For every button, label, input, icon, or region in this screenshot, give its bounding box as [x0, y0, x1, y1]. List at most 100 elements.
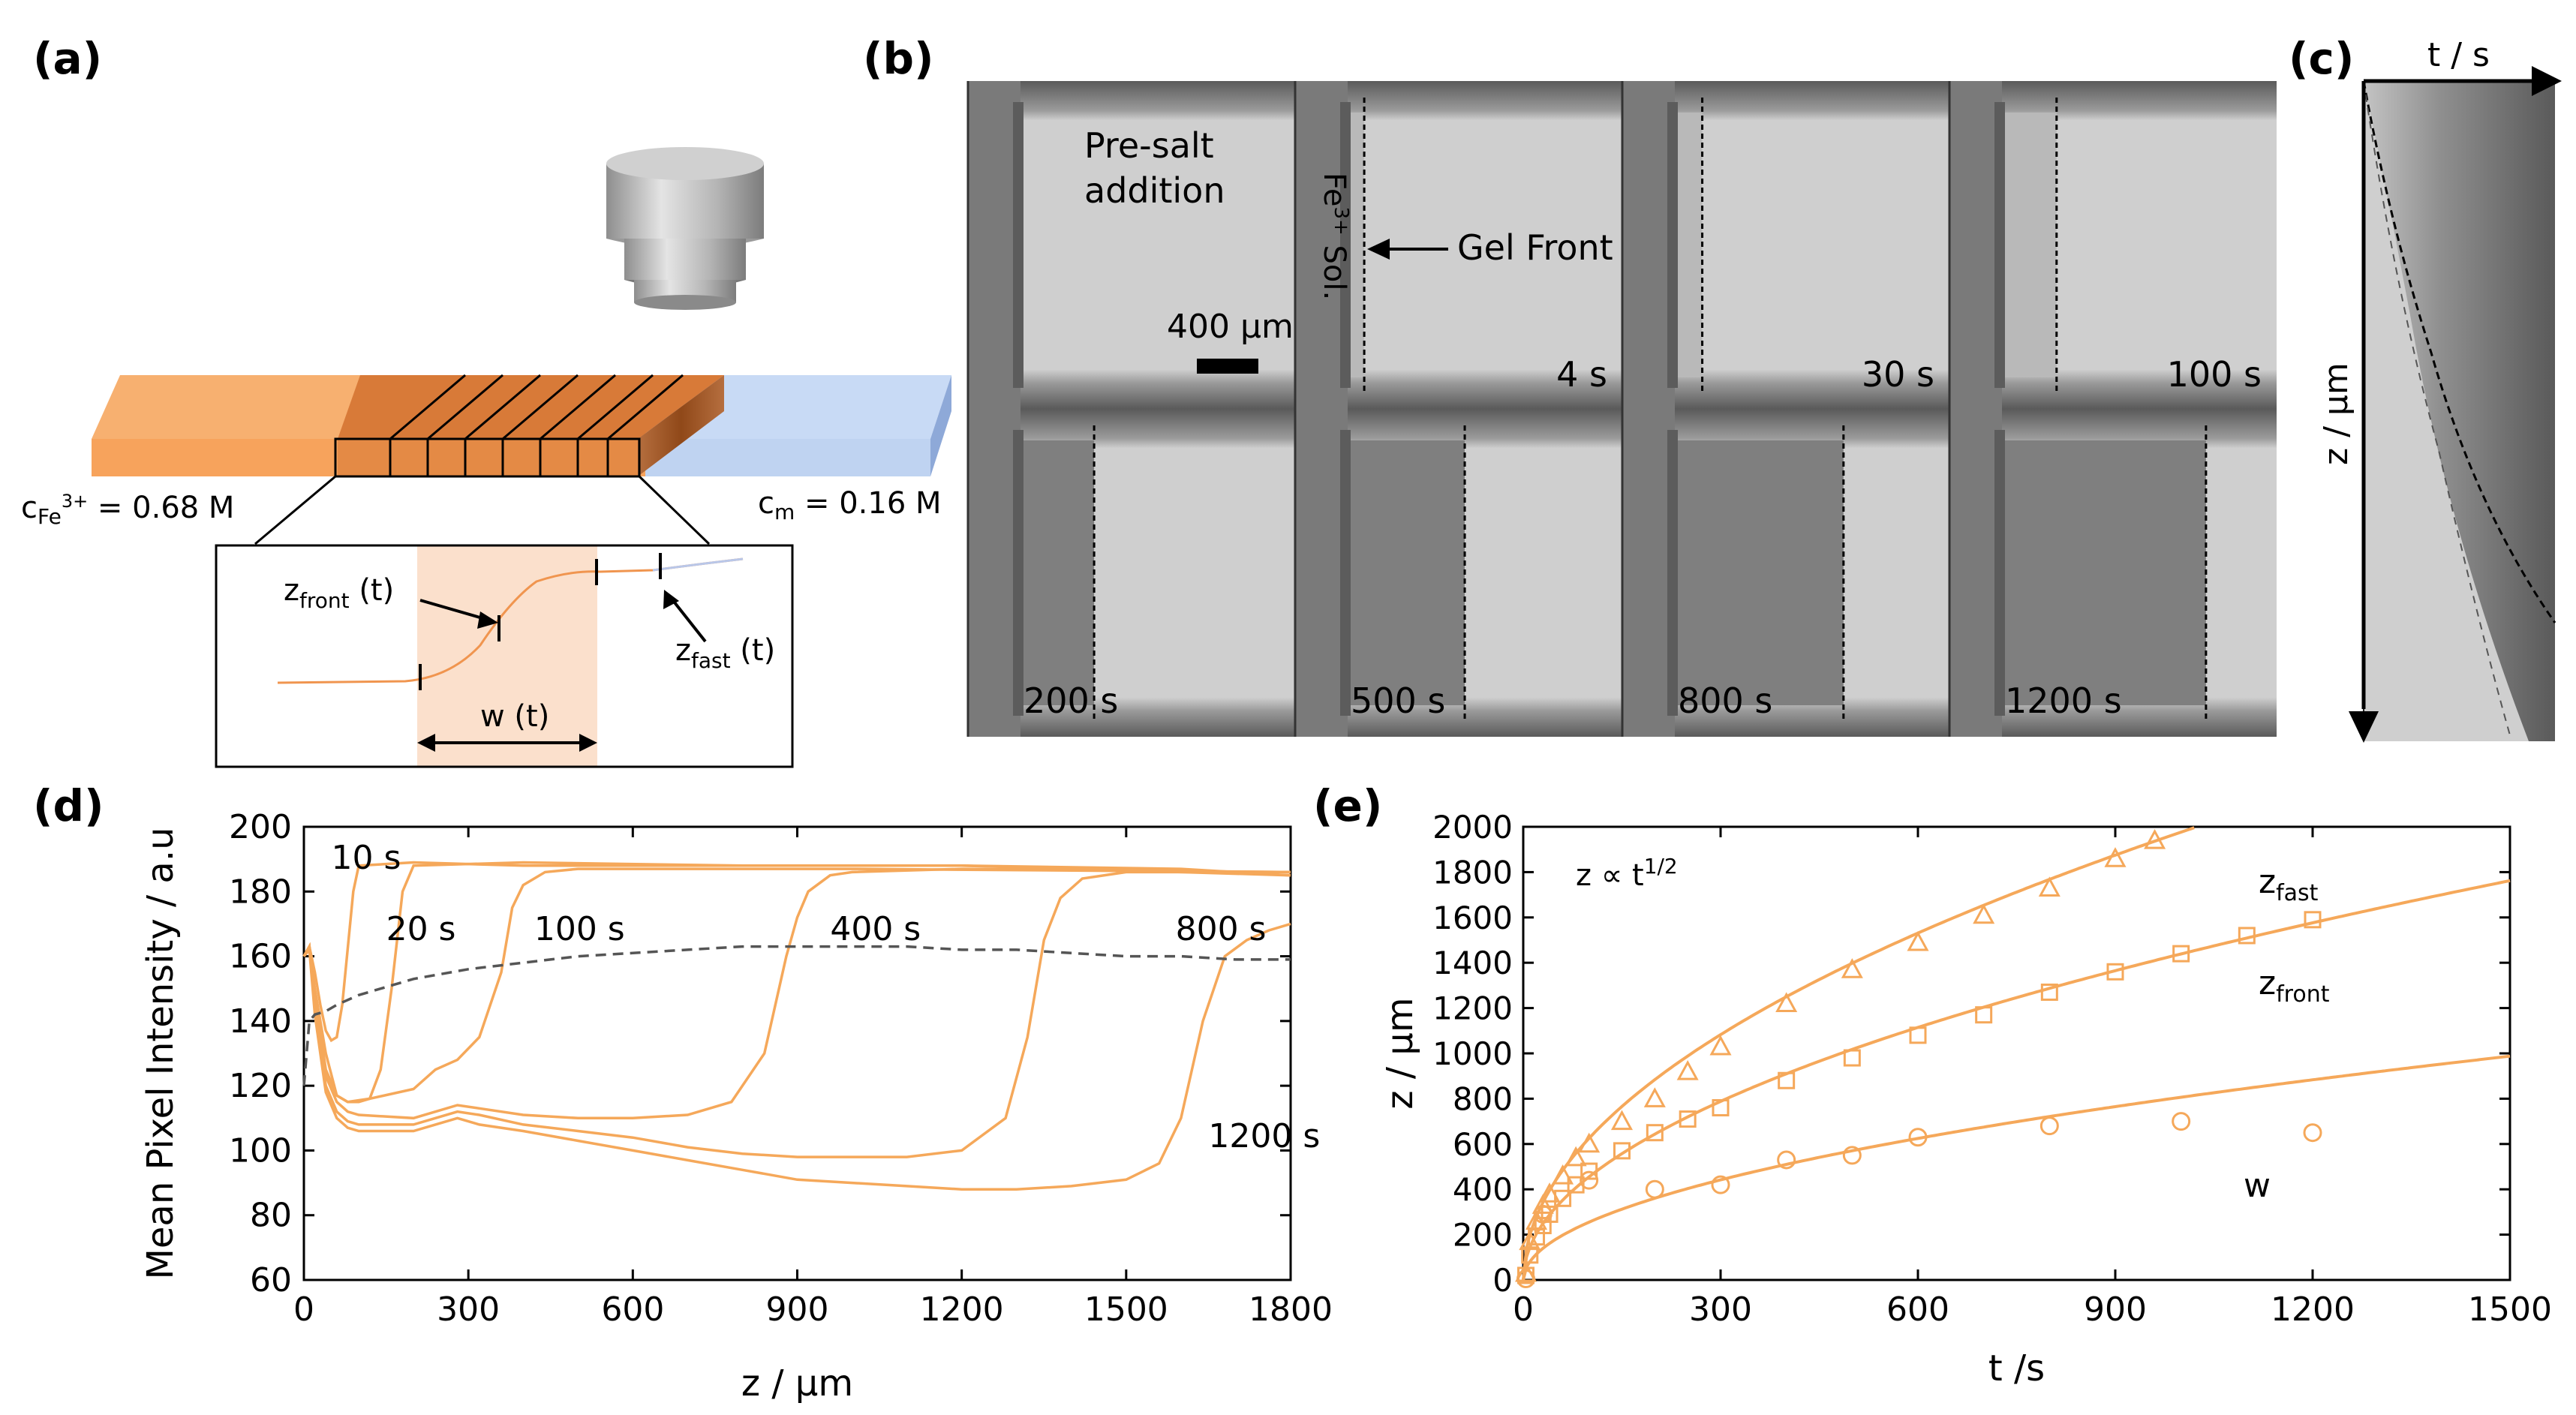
curve-label: 10 s — [332, 839, 401, 877]
data-point — [1552, 1164, 1574, 1185]
c-fe-label: cFe3+ = 0.68 M — [21, 491, 234, 529]
y-tick-label: 200 — [1453, 1217, 1513, 1254]
x-axis-title: z / μm — [741, 1362, 853, 1404]
y-tick-label: 0 — [1492, 1262, 1513, 1299]
y-tick-label: 800 — [1453, 1080, 1513, 1117]
frame-time-label: 800 s — [1678, 680, 1772, 721]
fit-curve — [1522, 1054, 2511, 1281]
scaling-annotation: z ∝ t1/2 — [1576, 854, 1678, 893]
data-point — [1540, 1205, 1559, 1223]
curve-label: 1200 s — [1208, 1117, 1320, 1155]
plot-frame — [1522, 825, 2511, 1281]
data-point — [2038, 876, 2060, 897]
data-point — [1533, 1204, 1553, 1224]
y-axis-title: Mean Pixel Intensity / a.u — [140, 827, 182, 1279]
x-tick-label: 300 — [437, 1290, 500, 1329]
profile-series — [302, 870, 1291, 1158]
series-name-label: zfast — [2259, 863, 2319, 906]
data-point — [1646, 1124, 1664, 1142]
data-point — [2106, 963, 2124, 981]
y-tick-label: 60 — [250, 1261, 292, 1299]
panel-label-e: (e) — [1313, 780, 1383, 831]
y-tick-label: 140 — [229, 1002, 292, 1041]
panel-label-a: (a) — [33, 33, 103, 84]
y-tick-label: 400 — [1453, 1171, 1513, 1208]
data-point — [1645, 1179, 1664, 1199]
panel-a-schematic: cFe3+ = 0.68 M cm = 0.16 M zfront (t) zf… — [21, 147, 951, 768]
x-tick-label: 1500 — [1084, 1290, 1168, 1329]
x-tick-label: 0 — [1513, 1290, 1534, 1329]
data-point — [1643, 1087, 1666, 1107]
pre-salt-line1: Pre-salt — [1084, 125, 1214, 166]
frame-time-label: 500 s — [1351, 680, 1445, 721]
data-point — [1712, 1098, 1730, 1116]
x-axis-title: t /s — [1988, 1347, 2045, 1389]
frame-annotations: Pre-salt addition 400 μm Fe3+ Sol. Gel F… — [1084, 125, 1613, 374]
x-tick-label: 600 — [601, 1290, 664, 1329]
data-point — [2039, 1116, 2059, 1136]
data-point — [2104, 847, 2127, 867]
image-frame: 800 s — [1621, 409, 1949, 737]
curve-label: 20 s — [386, 910, 456, 948]
data-point — [1842, 1146, 1862, 1165]
w-label: w (t) — [480, 699, 549, 734]
panel-label-d: (d) — [33, 780, 104, 831]
y-tick-label: 100 — [229, 1131, 292, 1170]
panel-b-image-series: 4 s 30 s 100 s 200 s 500 s 800 s 1200 s Pre-sa… — [966, 81, 2277, 737]
panel-label-b: (b) — [863, 33, 934, 84]
data-point — [1908, 1128, 1928, 1147]
series-name-label: w — [2244, 1167, 2271, 1205]
image-frame: 500 s — [1294, 409, 1622, 737]
y-axis-title: z / μm — [1379, 997, 1421, 1109]
x-tick-label: 1800 — [1249, 1290, 1333, 1329]
series-name-label: zfront — [2259, 964, 2330, 1008]
x-tick-label: 900 — [766, 1290, 829, 1329]
data-point — [1775, 992, 1798, 1013]
y-tick-label: 1600 — [1432, 900, 1513, 936]
y-tick-label: 180 — [229, 873, 292, 911]
data-point — [2144, 828, 2166, 849]
y-tick-label: 120 — [229, 1067, 292, 1105]
y-tick-label: 160 — [229, 938, 292, 976]
panel-c-kymograph: t / s z / μm — [2317, 36, 2562, 743]
panel-label-c: (c) — [2289, 33, 2355, 84]
fit-curve — [1522, 879, 2511, 1281]
data-point — [2304, 911, 2322, 929]
z-front-label: zfront (t) — [284, 573, 394, 613]
frame-time-label: 200 s — [1023, 680, 1118, 721]
x-tick-label: 0 — [293, 1290, 314, 1329]
data-point — [1554, 1189, 1572, 1207]
cylinder-probe-icon — [606, 147, 764, 310]
curve-label: 800 s — [1176, 910, 1267, 948]
panel-d-intensity-chart: 0 300 600 900 1200 1500 1800 60 80 100 120 140 160 18… — [140, 808, 1333, 1404]
data-point — [1516, 1269, 1536, 1288]
curve-label: 100 s — [534, 910, 625, 948]
selection-box — [334, 437, 641, 478]
x-tick-label: 1500 — [2468, 1290, 2552, 1329]
y-tick-label: 1200 — [1432, 990, 1513, 1027]
panel-e-front-position-chart: 0 300 600 900 1200 15000200400600800100012001… — [1379, 809, 2552, 1389]
pre-salt-line2: addition — [1084, 170, 1225, 211]
image-frame — [966, 81, 1295, 409]
c-m-label: cm = 0.16 M — [758, 486, 942, 524]
z-fast-label: zfast (t) — [675, 633, 775, 673]
image-frame: 30 s — [1621, 81, 1949, 409]
y-tick-label: 200 — [229, 808, 292, 846]
profile-series — [302, 861, 1291, 1104]
y-tick-label: 600 — [1453, 1126, 1513, 1163]
x-tick-label: 900 — [2084, 1290, 2147, 1329]
data-point — [1973, 903, 1995, 924]
frame-time-label: 1200 s — [2005, 680, 2122, 721]
x-tick-label: 1200 — [2271, 1290, 2355, 1329]
data-point — [1580, 1170, 1599, 1190]
gel-front-label: Gel Front — [1457, 227, 1613, 268]
image-frame: 4 s — [1294, 81, 1622, 409]
data-point — [1613, 1142, 1631, 1160]
data-point — [1843, 1049, 1861, 1067]
frame-time-label: 4 s — [1556, 354, 1607, 395]
data-point — [2172, 1112, 2191, 1131]
data-point — [1676, 1060, 1699, 1080]
x-tick-label: 300 — [1689, 1290, 1752, 1329]
fe-sol-label: Fe3+ Sol. — [1317, 173, 1352, 300]
data-point — [1909, 1026, 1927, 1044]
